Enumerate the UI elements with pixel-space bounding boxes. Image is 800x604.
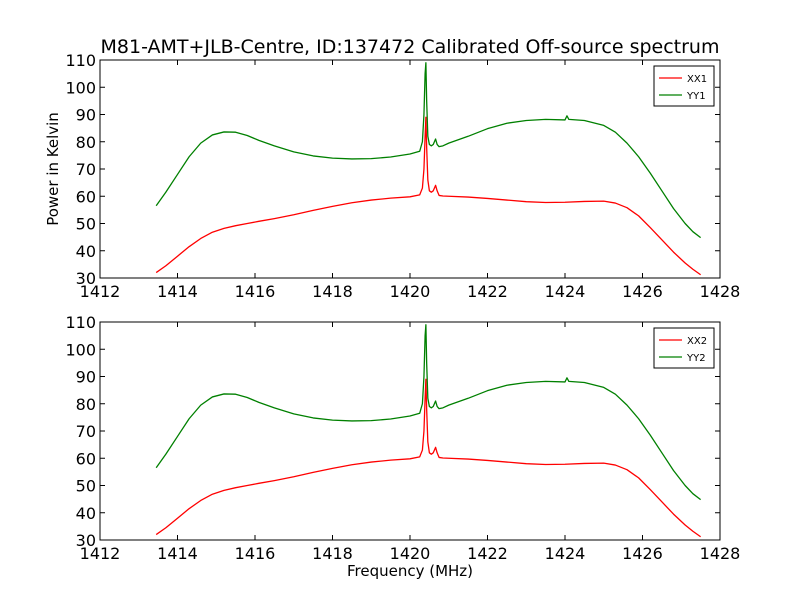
x-tick-label: 1422 <box>467 282 508 301</box>
x-tick-label: 1418 <box>312 282 353 301</box>
x-tick-label: 1426 <box>622 544 663 563</box>
x-tick-label: 1420 <box>390 544 431 563</box>
series-line-xx1 <box>155 116 702 276</box>
x-tick-label: 1428 <box>700 282 741 301</box>
y-tick-label: 40 <box>76 504 96 523</box>
x-tick-label: 1412 <box>80 544 121 563</box>
x-tick-label: 1424 <box>545 544 586 563</box>
series-line-xx2 <box>155 378 702 538</box>
x-axis-label: Frequency (MHz) <box>347 562 473 580</box>
x-tick-label: 1426 <box>622 282 663 301</box>
y-tick-label: 70 <box>76 160 96 179</box>
x-tick-label: 1428 <box>700 544 741 563</box>
y-tick-label: 60 <box>76 187 96 206</box>
x-tick-label: 1414 <box>157 544 198 563</box>
series-line-yy2 <box>155 324 702 501</box>
chart-title: M81-AMT+JLB-Centre, ID:137472 Calibrated… <box>101 36 720 58</box>
x-tick-label: 1418 <box>312 544 353 563</box>
legend-label-yy2: YY2 <box>686 353 706 364</box>
panels-group: 1412 1414 1416 1418 1420 1422 1424 1426 1428 30 40… <box>65 51 740 563</box>
series-group <box>155 62 702 276</box>
y-tick-label: 60 <box>76 449 96 468</box>
y-tick-label: 110 <box>65 51 96 70</box>
y-axis-label: Power in Kelvin <box>44 112 62 226</box>
y-tick-label: 50 <box>76 215 96 234</box>
legend: XX2 YY2 <box>653 327 715 369</box>
y-tick-label: 90 <box>76 368 96 387</box>
x-tick-label: 1412 <box>80 282 121 301</box>
y-tick-label: 30 <box>76 531 96 550</box>
x-tick-label: 1424 <box>545 282 586 301</box>
panel-1: 1412 1414 1416 1418 1420 1422 1424 1426 1428 30 40… <box>65 51 740 301</box>
x-tick-label: 1416 <box>235 544 276 563</box>
y-tick-label: 90 <box>76 106 96 125</box>
plot-frame <box>99 59 721 279</box>
legend-box <box>653 327 715 369</box>
x-tick-label: 1420 <box>390 282 431 301</box>
y-tick-label: 110 <box>65 313 96 332</box>
y-tick-label: 40 <box>76 242 96 261</box>
series-line-yy1 <box>155 62 702 239</box>
legend: XX1 YY1 <box>653 65 715 107</box>
panel-2: 1412 1414 1416 1418 1420 1422 1424 1426 1428 30 40… <box>65 313 740 563</box>
y-tick-label: 100 <box>65 78 96 97</box>
legend-label-xx1: XX1 <box>687 74 707 85</box>
x-tick-label: 1422 <box>467 544 508 563</box>
legend-label-yy1: YY1 <box>686 91 706 102</box>
y-tick-label: 80 <box>76 395 96 414</box>
legend-label-xx2: XX2 <box>687 336 707 347</box>
plot-frame <box>99 321 721 541</box>
y-tick-label: 30 <box>76 269 96 288</box>
legend-box <box>653 65 715 107</box>
y-tick-label: 80 <box>76 133 96 152</box>
y-tick-label: 70 <box>76 422 96 441</box>
y-tick-label: 100 <box>65 340 96 359</box>
x-tick-label: 1416 <box>235 282 276 301</box>
x-tick-label: 1414 <box>157 282 198 301</box>
series-group <box>155 324 702 538</box>
y-tick-label: 50 <box>76 477 96 496</box>
